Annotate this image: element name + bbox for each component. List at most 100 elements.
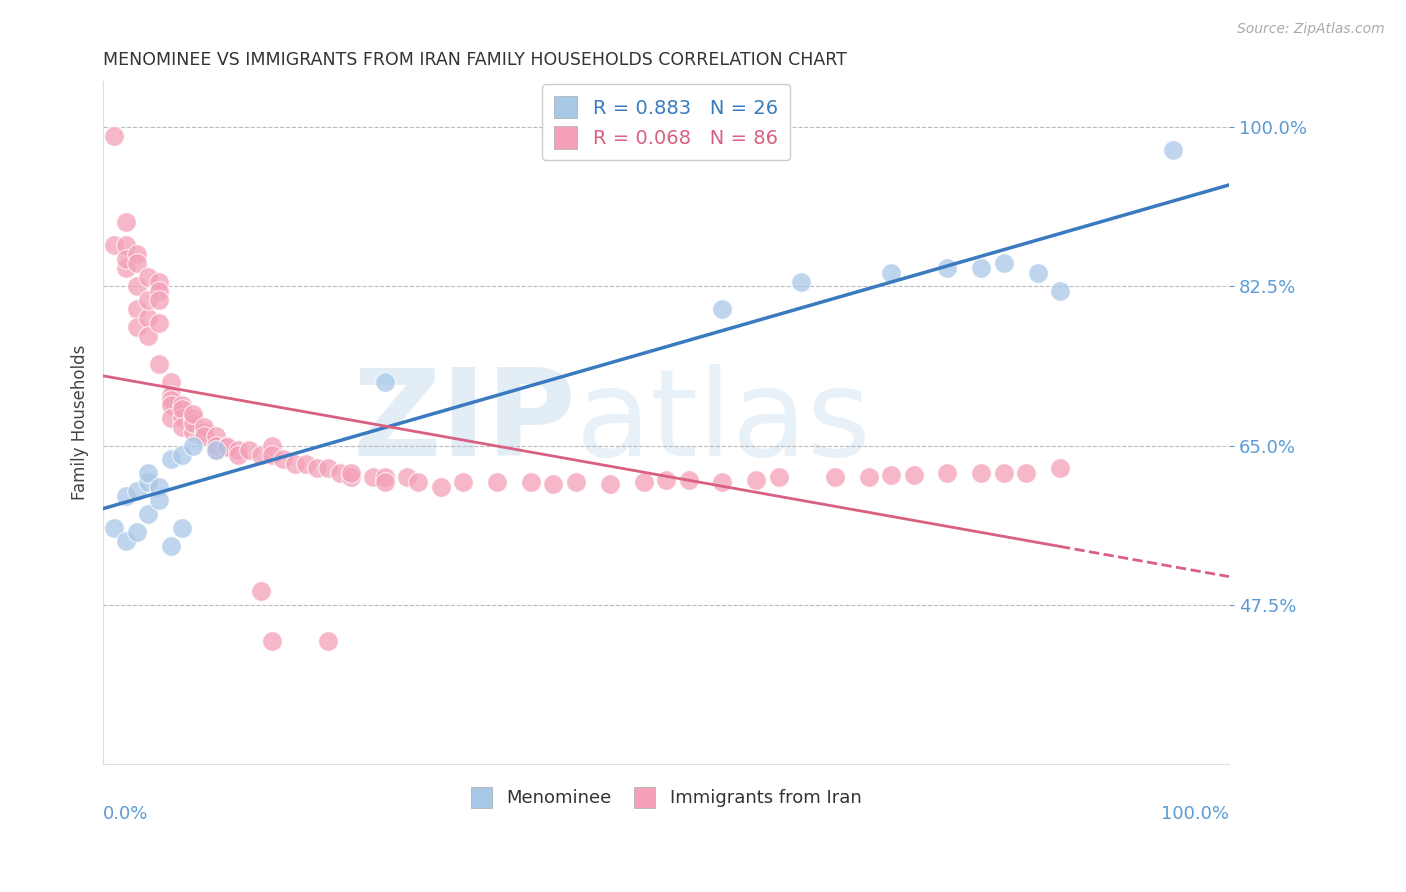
Point xyxy=(193,429,215,443)
Point xyxy=(903,467,925,482)
Point xyxy=(125,279,148,293)
Text: Source: ZipAtlas.com: Source: ZipAtlas.com xyxy=(1237,22,1385,37)
Point xyxy=(136,507,159,521)
Point xyxy=(858,470,880,484)
Point xyxy=(226,443,249,458)
Point xyxy=(260,448,283,462)
Point xyxy=(970,260,993,275)
Point xyxy=(114,489,136,503)
Point xyxy=(204,429,226,443)
Point xyxy=(125,320,148,334)
Point xyxy=(824,470,846,484)
Point xyxy=(148,293,170,307)
Point xyxy=(430,479,453,493)
Point xyxy=(159,398,181,412)
Text: MENOMINEE VS IMMIGRANTS FROM IRAN FAMILY HOUSEHOLDS CORRELATION CHART: MENOMINEE VS IMMIGRANTS FROM IRAN FAMILY… xyxy=(103,51,846,69)
Point xyxy=(103,128,125,143)
Point xyxy=(1049,461,1071,475)
Point xyxy=(136,311,159,326)
Point xyxy=(305,461,328,475)
Point xyxy=(136,270,159,285)
Point xyxy=(125,524,148,539)
Point xyxy=(678,473,700,487)
Point xyxy=(181,439,204,453)
Point xyxy=(148,357,170,371)
Point xyxy=(181,416,204,430)
Point xyxy=(936,466,959,480)
Point xyxy=(114,215,136,229)
Point xyxy=(374,470,396,484)
Point xyxy=(1161,143,1184,157)
Text: ZIP: ZIP xyxy=(353,364,576,482)
Point xyxy=(204,439,226,453)
Point xyxy=(486,475,509,489)
Point xyxy=(316,461,339,475)
Point xyxy=(181,407,204,421)
Point xyxy=(114,238,136,252)
Point xyxy=(148,284,170,298)
Point xyxy=(599,476,621,491)
Point xyxy=(711,301,734,316)
Point xyxy=(148,275,170,289)
Text: atlas: atlas xyxy=(576,364,872,482)
Text: 100.0%: 100.0% xyxy=(1161,805,1229,823)
Point xyxy=(103,238,125,252)
Point xyxy=(170,420,193,434)
Point xyxy=(633,475,655,489)
Point xyxy=(1049,284,1071,298)
Y-axis label: Family Households: Family Households xyxy=(72,345,89,500)
Point xyxy=(316,634,339,648)
Point xyxy=(170,411,193,425)
Point xyxy=(1015,466,1038,480)
Point xyxy=(993,256,1015,270)
Point xyxy=(125,484,148,499)
Point xyxy=(159,388,181,402)
Point xyxy=(103,520,125,534)
Point xyxy=(136,466,159,480)
Point xyxy=(453,475,475,489)
Point xyxy=(655,473,678,487)
Point xyxy=(204,443,226,458)
Text: 0.0%: 0.0% xyxy=(103,805,149,823)
Point xyxy=(181,411,204,425)
Point xyxy=(745,473,768,487)
Point xyxy=(226,448,249,462)
Point xyxy=(170,520,193,534)
Point xyxy=(215,439,238,453)
Point xyxy=(340,466,363,480)
Point xyxy=(565,475,588,489)
Point xyxy=(159,452,181,467)
Point xyxy=(170,402,193,417)
Point xyxy=(136,329,159,343)
Point xyxy=(363,470,385,484)
Point xyxy=(159,411,181,425)
Point xyxy=(125,301,148,316)
Point xyxy=(148,493,170,508)
Point xyxy=(159,539,181,553)
Point xyxy=(125,256,148,270)
Point xyxy=(768,470,790,484)
Point xyxy=(170,448,193,462)
Point xyxy=(543,476,565,491)
Point xyxy=(114,252,136,266)
Point xyxy=(396,470,419,484)
Point xyxy=(993,466,1015,480)
Point xyxy=(970,466,993,480)
Point xyxy=(271,452,294,467)
Point xyxy=(238,443,260,458)
Point xyxy=(880,467,903,482)
Point xyxy=(193,420,215,434)
Legend: Menominee, Immigrants from Iran: Menominee, Immigrants from Iran xyxy=(461,778,870,817)
Point xyxy=(294,457,316,471)
Point xyxy=(249,584,271,599)
Point xyxy=(204,439,226,453)
Point xyxy=(181,425,204,439)
Point xyxy=(340,470,363,484)
Point xyxy=(711,475,734,489)
Point xyxy=(328,466,350,480)
Point xyxy=(1026,266,1049,280)
Point xyxy=(148,316,170,330)
Point xyxy=(520,475,543,489)
Point xyxy=(136,475,159,489)
Point xyxy=(215,441,238,455)
